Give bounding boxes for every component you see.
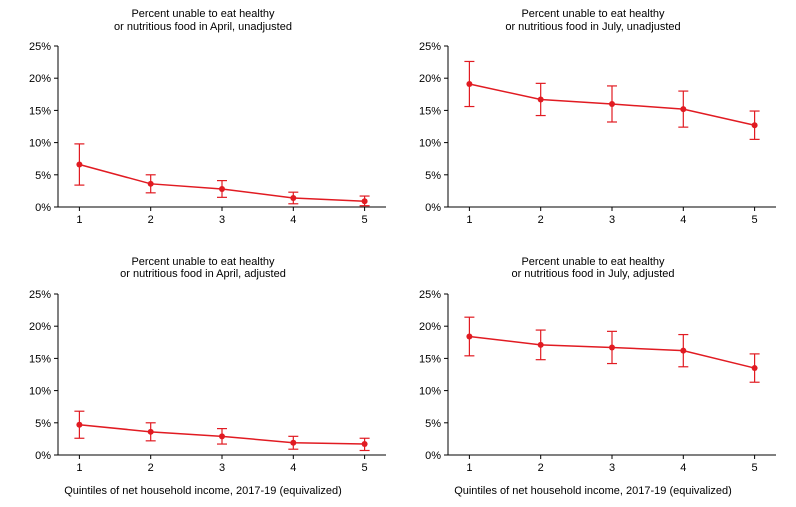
ytick-label: 5% — [35, 170, 51, 182]
data-point — [76, 421, 82, 427]
chart-panel-bl: 0% 5% 10% 15% 20% 25% 1 2 3 4 5 Percent unable to e… — [8, 252, 398, 500]
xtick-label: 2 — [148, 214, 154, 226]
data-point — [148, 428, 154, 434]
data-point — [362, 441, 368, 447]
xtick-label: 4 — [680, 214, 686, 226]
chart-svg: 0% 5% 10% 15% 20% 25% 1 2 3 4 5 — [8, 252, 398, 497]
ytick-label: 20% — [419, 321, 441, 333]
ytick-label: 15% — [419, 105, 441, 117]
ytick-label: 0% — [35, 450, 51, 462]
chart-svg: 0% 5% 10% 15% 20% 25% 1 2 3 4 5 — [398, 252, 788, 497]
panel-title: Percent unable to eat healthyor nutritio… — [8, 256, 398, 281]
xtick-label: 5 — [362, 462, 368, 474]
xtick-label: 2 — [538, 462, 544, 474]
xtick-label: 5 — [752, 214, 758, 226]
ytick-label: 25% — [29, 41, 51, 53]
data-point — [219, 186, 225, 192]
data-point — [680, 347, 686, 353]
xtick-label: 4 — [290, 462, 296, 474]
chart-panel-tr: 0% 5% 10% 15% 20% 25% 1 2 3 4 5 Percent unable to e… — [398, 4, 788, 252]
xtick-label: 5 — [752, 462, 758, 474]
chart-svg: 0% 5% 10% 15% 20% 25% 1 2 3 4 5 — [398, 4, 788, 249]
ytick-label: 10% — [29, 385, 51, 397]
chart-panel-br: 0% 5% 10% 15% 20% 25% 1 2 3 4 5 Percent unable to e… — [398, 252, 788, 500]
chart-svg: 0% 5% 10% 15% 20% 25% 1 2 3 4 5 — [8, 4, 398, 249]
xtick-label: 1 — [76, 214, 82, 226]
xtick-label: 2 — [148, 462, 154, 474]
data-point — [290, 439, 296, 445]
data-point — [290, 195, 296, 201]
ytick-label: 5% — [35, 417, 51, 429]
xtick-label: 2 — [538, 214, 544, 226]
x-axis-label: Quintiles of net household income, 2017-… — [8, 485, 398, 497]
data-point — [752, 122, 758, 128]
data-point — [609, 344, 615, 350]
panel-title: Percent unable to eat healthyor nutritio… — [398, 256, 788, 281]
ytick-label: 25% — [419, 289, 441, 301]
panel-title-line2: or nutritious food in July, adjusted — [398, 268, 788, 281]
xtick-label: 1 — [466, 462, 472, 474]
data-point — [362, 198, 368, 204]
ytick-label: 10% — [419, 138, 441, 150]
ytick-label: 15% — [29, 353, 51, 365]
data-point — [609, 101, 615, 107]
xtick-label: 1 — [76, 462, 82, 474]
panel-title-line2: or nutritious food in April, unadjusted — [8, 21, 398, 34]
ytick-label: 5% — [425, 417, 441, 429]
panel-title-line1: Percent unable to eat healthy — [8, 256, 398, 269]
panel-title-line1: Percent unable to eat healthy — [398, 256, 788, 269]
data-point — [538, 96, 544, 102]
ytick-label: 5% — [425, 170, 441, 182]
ytick-label: 10% — [419, 385, 441, 397]
data-point — [538, 341, 544, 347]
ytick-label: 10% — [29, 138, 51, 150]
xtick-label: 4 — [680, 462, 686, 474]
ytick-label: 0% — [425, 450, 441, 462]
xtick-label: 3 — [219, 214, 225, 226]
xtick-label: 3 — [609, 214, 615, 226]
xtick-label: 3 — [219, 462, 225, 474]
ytick-label: 15% — [29, 105, 51, 117]
data-point — [219, 433, 225, 439]
panel-title: Percent unable to eat healthyor nutritio… — [398, 8, 788, 33]
xtick-label: 4 — [290, 214, 296, 226]
panel-title-line2: or nutritious food in April, adjusted — [8, 268, 398, 281]
data-point — [466, 333, 472, 339]
panel-title-line1: Percent unable to eat healthy — [8, 8, 398, 21]
xtick-label: 1 — [466, 214, 472, 226]
ytick-label: 20% — [419, 73, 441, 85]
ytick-label: 20% — [29, 73, 51, 85]
x-axis-label: Quintiles of net household income, 2017-… — [398, 485, 788, 497]
panel-title-line2: or nutritious food in July, unadjusted — [398, 21, 788, 34]
data-point — [752, 365, 758, 371]
xtick-label: 5 — [362, 214, 368, 226]
ytick-label: 25% — [419, 41, 441, 53]
ytick-label: 25% — [29, 289, 51, 301]
ytick-label: 15% — [419, 353, 441, 365]
ytick-label: 0% — [35, 202, 51, 214]
ytick-label: 20% — [29, 321, 51, 333]
data-point — [148, 181, 154, 187]
data-point — [466, 81, 472, 87]
data-point — [680, 106, 686, 112]
panel-title: Percent unable to eat healthyor nutritio… — [8, 8, 398, 33]
xtick-label: 3 — [609, 462, 615, 474]
ytick-label: 0% — [425, 202, 441, 214]
panel-title-line1: Percent unable to eat healthy — [398, 8, 788, 21]
data-point — [76, 161, 82, 167]
chart-panel-tl: 0% 5% 10% 15% 20% 25% 1 2 3 4 5 Percent unable to e… — [8, 4, 398, 252]
